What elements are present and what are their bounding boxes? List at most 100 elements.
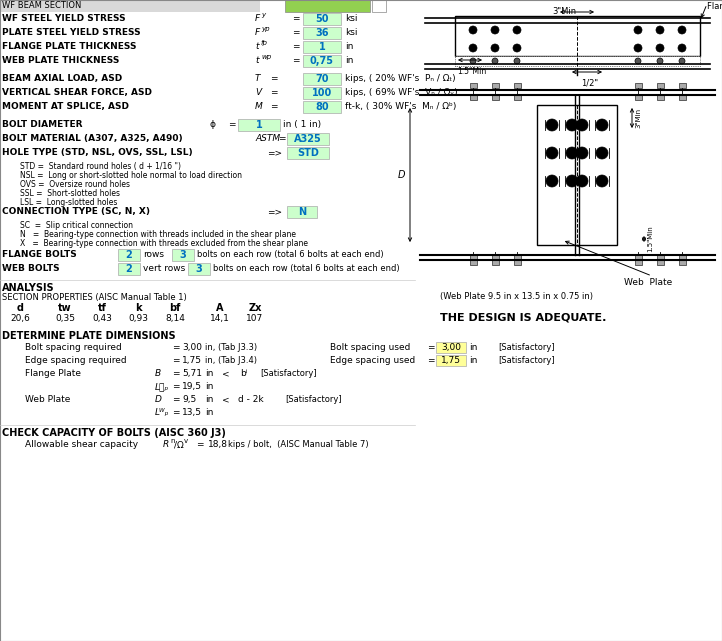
Text: 9,5: 9,5 [182,395,196,404]
Text: in: in [205,408,214,417]
Bar [436,355,466,366]
Text: =: = [427,343,435,352]
Text: HOLE TYPE (STD, NSL, OVS, SSL, LSL): HOLE TYPE (STD, NSL, OVS, SSL, LSL) [2,148,193,157]
Text: in: in [469,343,477,352]
Text: =>: => [267,207,282,216]
Text: kips, ( 20% WF's  Pₙ / Ωₜ): kips, ( 20% WF's Pₙ / Ωₜ) [345,74,456,83]
Text: 3"Min: 3"Min [635,108,641,128]
Text: LSL =  Long-slotted holes: LSL = Long-slotted holes [20,198,118,207]
Bar [657,95,664,100]
Text: F: F [255,14,260,23]
Text: t: t [255,56,258,65]
Bar [455,16,700,56]
Text: Edge spacing used: Edge spacing used [330,356,415,365]
Text: in: in [469,356,477,365]
Circle shape [656,26,664,34]
Text: 0,43: 0,43 [92,314,112,323]
Bar [303,41,341,53]
Text: =: = [172,356,180,365]
Circle shape [566,147,578,159]
Text: X   =  Bearing-type connection with threads excluded from the shear plane: X = Bearing-type connection with threads… [20,239,308,248]
Bar [537,105,617,245]
Text: =: = [278,134,285,143]
Text: 1.5"Min: 1.5"Min [647,226,653,253]
Text: F: F [255,28,260,37]
Text: =: = [427,356,435,365]
Bar [635,95,642,100]
Bar [470,255,477,260]
Bar [287,206,317,218]
Bar [172,249,194,261]
Bar [287,147,329,159]
Text: A: A [217,303,224,313]
Bar [303,27,341,39]
Text: =: = [270,74,277,83]
Bar [436,342,466,353]
Text: [Satisfactory]: [Satisfactory] [260,369,317,378]
Text: 3,00: 3,00 [182,343,202,352]
Text: [Satisfactory]: [Satisfactory] [498,343,554,352]
Circle shape [470,58,476,64]
Text: M: M [255,102,263,111]
Text: WF STEEL YIELD STRESS: WF STEEL YIELD STRESS [2,14,126,23]
Bar [238,119,280,131]
Bar [0,0,260,12]
Text: ft-k, ( 30% WF's  Mₙ / Ωᵇ): ft-k, ( 30% WF's Mₙ / Ωᵇ) [345,102,456,111]
Text: 107: 107 [246,314,264,323]
Bar [635,255,642,260]
Text: 1.5"Min: 1.5"Min [457,67,486,76]
Circle shape [546,175,558,187]
Text: in: in [345,42,353,51]
Circle shape [657,58,663,64]
Bar [303,87,341,99]
Text: in: in [205,369,214,378]
Bar [514,255,521,260]
Bar [635,260,642,265]
Text: =: = [270,88,277,97]
Circle shape [596,147,608,159]
Bar [470,83,477,88]
Text: MOMENT AT SPLICE, ASD: MOMENT AT SPLICE, ASD [2,102,129,111]
Text: Web Plate: Web Plate [25,395,70,404]
Text: =: = [172,382,180,391]
Circle shape [513,26,521,34]
Bar [657,83,664,88]
Text: (Web Plate 9.5 in x 13.5 in x 0.75 in): (Web Plate 9.5 in x 13.5 in x 0.75 in) [440,292,593,301]
Text: CONNECTION TYPE (SC, N, X): CONNECTION TYPE (SC, N, X) [2,207,150,216]
Text: BOLT DIAMETER: BOLT DIAMETER [2,120,82,129]
Text: n: n [170,438,175,444]
Text: 3: 3 [180,250,186,260]
Text: bolts on each row (total 6 bolts at each end): bolts on each row (total 6 bolts at each… [197,250,383,259]
Text: Edge spacing required: Edge spacing required [25,356,126,365]
Bar [514,260,521,265]
Text: ksi: ksi [345,14,357,23]
Text: BEAM AXIAL LOAD, ASD: BEAM AXIAL LOAD, ASD [2,74,122,83]
Bar [514,95,521,100]
Circle shape [566,119,578,131]
Bar [470,260,477,265]
Text: WEB PLATE THICKNESS: WEB PLATE THICKNESS [2,56,119,65]
Bar [679,255,686,260]
Text: N: N [298,207,306,217]
Text: NSL =  Long or short-slotted hole normal to load direction: NSL = Long or short-slotted hole normal … [20,171,242,180]
Text: 1/2": 1/2" [581,78,598,87]
Text: BOLT MATERIAL (A307, A325, A490): BOLT MATERIAL (A307, A325, A490) [2,134,183,143]
Circle shape [679,58,685,64]
Bar [679,83,686,88]
Circle shape [469,26,477,34]
Text: 18,8: 18,8 [208,440,228,449]
Text: k: k [135,303,142,313]
Text: 0,93: 0,93 [128,314,148,323]
Text: FLANGE PLATE THICKNESS: FLANGE PLATE THICKNESS [2,42,136,51]
Text: A325: A325 [294,134,322,144]
Text: =: = [292,42,300,51]
Text: WF BEAM SECTION: WF BEAM SECTION [2,1,82,10]
Text: FLANGE BOLTS: FLANGE BOLTS [2,250,77,259]
Circle shape [634,44,642,52]
Text: 0,75: 0,75 [310,56,334,66]
Text: 100: 100 [312,88,332,98]
Text: 1: 1 [256,120,262,130]
Circle shape [546,119,558,131]
Bar [492,83,499,88]
Text: tf: tf [97,303,106,313]
